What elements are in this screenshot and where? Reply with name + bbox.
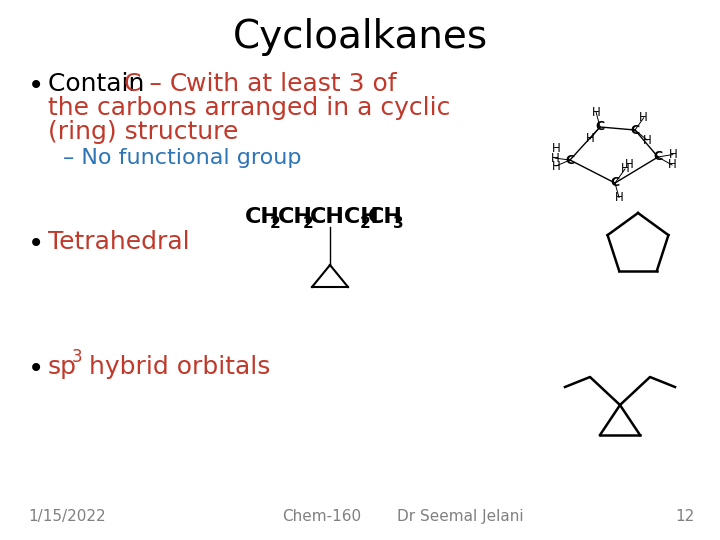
Text: Dr Seemal Jelani: Dr Seemal Jelani — [397, 509, 523, 524]
Text: hybrid orbitals: hybrid orbitals — [81, 355, 271, 379]
Text: CH: CH — [245, 207, 280, 227]
Text: H: H — [668, 148, 678, 161]
Text: H: H — [552, 159, 560, 172]
Text: 1/15/2022: 1/15/2022 — [28, 509, 106, 524]
Text: the carbons arranged in a cyclic: the carbons arranged in a cyclic — [48, 96, 451, 120]
Text: C – C: C – C — [124, 72, 187, 96]
Text: C: C — [631, 124, 639, 137]
Text: 3: 3 — [392, 216, 403, 231]
Text: H: H — [551, 152, 559, 165]
Text: C: C — [654, 151, 662, 164]
Text: Cycloalkanes: Cycloalkanes — [233, 18, 487, 56]
Text: H: H — [625, 159, 634, 172]
Text: H: H — [552, 141, 560, 154]
Text: 2: 2 — [302, 216, 313, 231]
Text: H: H — [621, 163, 629, 176]
Text: Chem-160: Chem-160 — [282, 509, 361, 524]
Text: CHCH: CHCH — [310, 207, 379, 227]
Text: with at least 3 of: with at least 3 of — [178, 72, 397, 96]
Text: 2: 2 — [360, 216, 371, 231]
Text: H: H — [585, 132, 595, 145]
Text: – No functional group: – No functional group — [63, 148, 302, 168]
Text: C: C — [611, 177, 620, 190]
Text: •: • — [28, 72, 44, 100]
Text: H: H — [639, 111, 648, 124]
Text: 2: 2 — [270, 216, 281, 231]
Text: H: H — [643, 133, 652, 146]
Text: (ring) structure: (ring) structure — [48, 120, 238, 144]
Text: C: C — [565, 153, 575, 166]
Text: 12: 12 — [676, 509, 695, 524]
Text: sp: sp — [48, 355, 77, 379]
Text: •: • — [28, 355, 44, 383]
Text: C: C — [595, 120, 605, 133]
Text: Contain: Contain — [48, 72, 153, 96]
Text: H: H — [615, 191, 624, 204]
Text: H: H — [667, 159, 676, 172]
Text: CH: CH — [367, 207, 402, 227]
Text: H: H — [592, 106, 600, 119]
Text: CH: CH — [277, 207, 312, 227]
Text: Tetrahedral: Tetrahedral — [48, 230, 189, 254]
Text: •: • — [28, 230, 44, 258]
Text: 3: 3 — [72, 348, 83, 366]
